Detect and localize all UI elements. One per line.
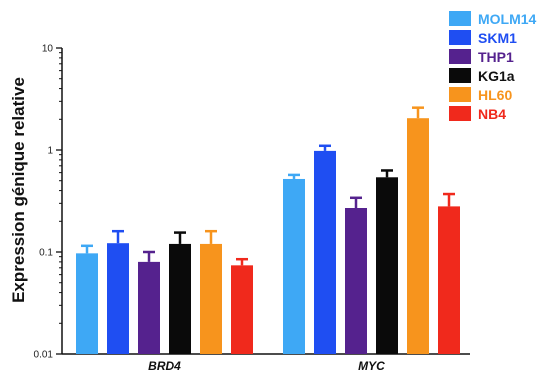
legend-label-nb4: NB4: [478, 106, 506, 122]
y-tick-label: 0.1: [39, 248, 53, 259]
bar-molm14-brd4: [76, 253, 98, 354]
y-tick-label: 0.01: [34, 350, 54, 361]
legend-swatch-hl60: [449, 87, 471, 102]
legend-label-thp1: THP1: [478, 49, 514, 65]
y-axis-title: Expression génique relative: [9, 77, 28, 303]
x-category-label: BRD4: [148, 359, 181, 373]
x-category-label: MYC: [358, 359, 385, 373]
bar-molm14-myc: [283, 178, 305, 354]
legend-label-skm1: SKM1: [478, 30, 517, 46]
y-tick-label: 1: [47, 146, 53, 157]
legend-label-kg1a: KG1a: [478, 68, 515, 84]
bar-hl60-brd4: [200, 243, 222, 354]
bar-thp1-brd4: [138, 261, 160, 354]
y-tick-label: 10: [42, 44, 54, 55]
legend-swatch-kg1a: [449, 68, 471, 83]
legend-swatch-molm14: [449, 11, 471, 26]
legend-label-molm14: MOLM14: [478, 11, 537, 27]
bar-kg1a-brd4: [169, 243, 191, 354]
bar-hl60-myc: [407, 118, 429, 354]
bar-skm1-myc: [314, 150, 336, 354]
legend-swatch-nb4: [449, 106, 471, 121]
bar-thp1-myc: [345, 208, 367, 354]
bar-skm1-brd4: [107, 243, 129, 354]
bar-kg1a-myc: [376, 177, 398, 354]
bar-nb4-brd4: [231, 265, 253, 354]
legend-swatch-thp1: [449, 49, 471, 64]
legend-label-hl60: HL60: [478, 87, 512, 103]
legend-swatch-skm1: [449, 30, 471, 45]
bar-nb4-myc: [438, 206, 460, 354]
